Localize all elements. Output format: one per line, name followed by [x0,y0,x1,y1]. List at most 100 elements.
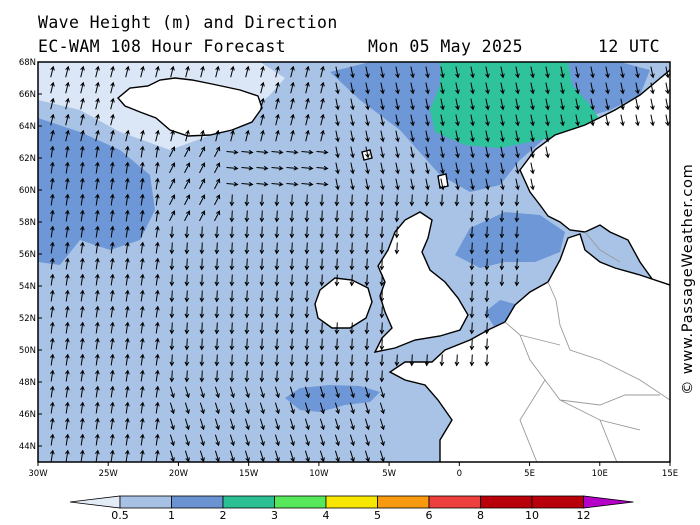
wave-arrow [95,129,100,142]
wave-arrow [65,129,70,142]
wave-arrow [184,418,190,431]
wave-arrow [379,354,385,367]
wave-arrow [110,353,115,366]
wave-arrow [140,369,145,382]
wave-arrow [184,146,191,158]
wave-arrow [455,162,460,175]
wave-arrow [304,322,310,335]
wave-arrow [380,130,385,143]
wave-arrow [256,165,269,171]
wave-arrow [499,274,505,287]
wave-arrow [334,258,340,271]
wave-arrow [440,178,445,191]
wave-zone-high [430,62,600,148]
wave-arrow [590,82,595,95]
wave-arrow [316,165,329,171]
wave-arrow [349,226,355,239]
wave-arrow [229,322,235,335]
wave-arrow [80,97,85,110]
wave-arrow [515,178,520,191]
wave-arrow [424,194,430,207]
wave-arrow [380,178,385,191]
wave-arrow [155,161,160,174]
wave-arrow [305,65,310,78]
wave-arrow [95,385,100,398]
wave-arrow [575,98,580,111]
wave-arrow [575,114,580,127]
wave-arrow [169,386,175,399]
wave-arrow [80,65,85,78]
wave-arrow [140,257,145,270]
wave-arrow [140,353,145,366]
wave-arrow [350,178,355,191]
wave-arrow [425,146,430,159]
wave-arrow [214,194,221,206]
wave-arrow [635,66,640,79]
wave-arrow [65,337,70,350]
wave-arrow [184,162,191,174]
wave-arrow [259,418,265,431]
wave-height-colorbar: 0.5 1 2 3 4 5 6 8 10 12 [69,495,634,522]
wave-arrow [50,81,55,94]
wave-arrow [110,241,115,254]
wave-arrow [484,242,490,255]
wave-arrow [349,274,355,287]
wave-arrow [320,65,325,78]
wave-arrow [365,82,370,95]
wave-arrow [410,146,415,159]
wave-arrow [125,433,130,446]
wave-arrow [394,210,400,223]
wave-arrow [140,209,145,222]
wave-arrow [199,370,205,383]
wave-arrow [455,130,460,143]
wave-arrow [350,82,355,95]
wave-arrow [95,433,100,446]
wave-arrow [155,225,160,238]
wave-arrow [214,386,220,399]
wave-arrow [484,194,490,207]
wave-arrow [590,98,595,111]
wave-arrow [350,114,355,127]
wave-arrow [425,162,430,175]
wave-arrow [364,434,370,447]
wave-arrow [244,210,250,223]
wave-arrow [410,98,415,111]
wave-arrow [320,129,325,142]
wave-arrow [530,130,535,143]
wave-arrow [425,66,430,79]
wave-arrow [275,129,280,142]
wave-arrow [289,354,295,367]
colorbar-segment [480,495,533,509]
wave-arrow [259,434,265,447]
wave-arrow [469,322,475,335]
wave-arrow [229,306,235,319]
lat-label-66N: 66N [19,90,36,100]
wave-arrow [515,114,520,127]
wave-arrow [545,82,550,95]
wave-arrow [244,338,250,351]
wave-arrow [499,258,505,271]
wave-arrow [319,226,325,239]
wave-arrow [50,417,55,430]
wave-arrow [485,66,490,79]
lat-label-58N: 58N [19,218,36,228]
wave-arrow [259,258,265,271]
wave-arrow [289,418,295,431]
wave-arrow [365,66,370,79]
wave-arrow [110,369,115,382]
wave-arrow [95,241,100,254]
wave-arrow [304,242,310,255]
wave-arrow [80,305,85,318]
wave-arrow [169,146,176,158]
lat-label-50N: 50N [19,346,36,356]
wave-arrow [229,242,235,255]
wave-arrow [469,354,475,367]
lon-label-0: 0 [457,469,462,479]
wave-arrow [379,226,385,239]
wave-arrow [394,194,400,207]
wave-arrow [289,226,295,239]
wave-arrow [230,65,235,78]
wave-arrow [214,402,220,415]
wave-arrow [319,194,325,207]
wave-arrow [620,66,625,79]
